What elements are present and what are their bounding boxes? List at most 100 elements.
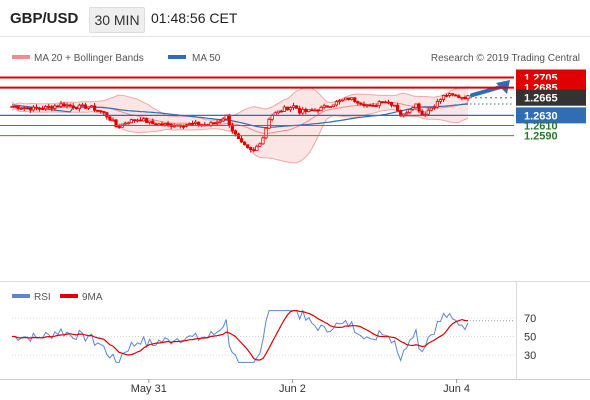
support-level-label: 1.2610 [524, 120, 558, 132]
candle [454, 93, 458, 97]
price-plot [10, 80, 510, 164]
candle-body [151, 120, 155, 125]
candle-body [389, 101, 394, 106]
candle-body [307, 109, 311, 112]
candle-body [22, 107, 26, 110]
candle-body [380, 101, 384, 104]
candle [448, 92, 452, 98]
candle-body [295, 105, 299, 109]
timeframe-button[interactable]: 30 MIN [89, 7, 145, 33]
candle [298, 105, 302, 117]
candle-body [239, 138, 244, 143]
candle-body [187, 123, 192, 126]
candle-body [77, 104, 81, 110]
candle [337, 99, 342, 105]
candle-body [331, 104, 335, 107]
candle [249, 146, 253, 153]
candle-body [291, 105, 296, 108]
candle-body [304, 108, 308, 112]
candle-body [190, 123, 195, 125]
candle [343, 97, 348, 101]
candle-body [65, 104, 69, 107]
candle-body [74, 107, 78, 110]
candle-body [47, 106, 51, 108]
candle-body [396, 104, 400, 112]
candle [59, 100, 63, 108]
bollinger-legend-label: MA 20 + Bollinger Bands [34, 53, 144, 64]
candle [62, 101, 66, 108]
candle-body [233, 130, 238, 135]
candle-body [441, 94, 446, 100]
candle-body [420, 110, 424, 116]
candle [212, 122, 216, 125]
candle-body [71, 105, 75, 109]
candle-body [301, 108, 305, 114]
candle-body [123, 122, 127, 125]
level-lines [0, 76, 514, 137]
candle [117, 123, 121, 129]
candle-body [138, 119, 143, 122]
candle-body [68, 104, 72, 107]
candle-body [438, 99, 443, 102]
candle-body [215, 121, 219, 124]
candle [31, 105, 36, 112]
candle-body [44, 106, 48, 110]
candle [441, 94, 446, 103]
candle-body [276, 110, 280, 114]
candle [313, 108, 317, 112]
pivot-label-bg [516, 107, 586, 124]
candle [10, 105, 14, 108]
pivot-label-text: 1.2630 [524, 110, 558, 122]
candle [71, 103, 75, 110]
candle-body [288, 107, 293, 111]
candle [215, 119, 219, 126]
candle [22, 106, 26, 112]
candle [65, 102, 69, 109]
candle [310, 107, 314, 112]
candle-body [444, 94, 449, 97]
candle [102, 110, 106, 115]
candle [359, 101, 363, 106]
candle [414, 103, 418, 111]
rsi-tick-label: 30 [524, 350, 536, 362]
candle-body [454, 94, 458, 97]
candle [190, 120, 195, 126]
rsi-line [11, 309, 469, 363]
candle-body [148, 120, 152, 123]
candle-body [157, 123, 161, 126]
candle-body [405, 112, 409, 115]
candle [304, 107, 308, 115]
candle-body [246, 144, 250, 148]
candle [429, 107, 433, 112]
candle-body [34, 106, 39, 109]
candle [288, 106, 293, 112]
candle-body [258, 143, 262, 147]
candle-body [448, 93, 452, 96]
candle [405, 110, 409, 115]
candle-body [230, 124, 234, 132]
candle [392, 104, 397, 107]
rsi-ma-line [12, 310, 469, 361]
candle [50, 104, 54, 112]
candle-body [86, 106, 91, 109]
candle-body [236, 133, 241, 140]
candle-body [59, 103, 63, 107]
candle-body [408, 108, 412, 114]
candle [221, 117, 225, 123]
candle [74, 107, 78, 110]
candle-body [132, 119, 137, 122]
candle [325, 105, 329, 108]
candle [340, 99, 345, 102]
candle [322, 103, 326, 110]
candle-body [249, 147, 253, 150]
candle-body [99, 110, 103, 113]
candle-body [172, 125, 176, 128]
candle [356, 100, 360, 106]
candle [444, 93, 449, 98]
candle [252, 147, 256, 153]
candle [386, 99, 391, 105]
candle-body [16, 105, 20, 109]
candle-body [218, 120, 222, 123]
candle [460, 96, 464, 101]
candle-body [135, 119, 140, 122]
